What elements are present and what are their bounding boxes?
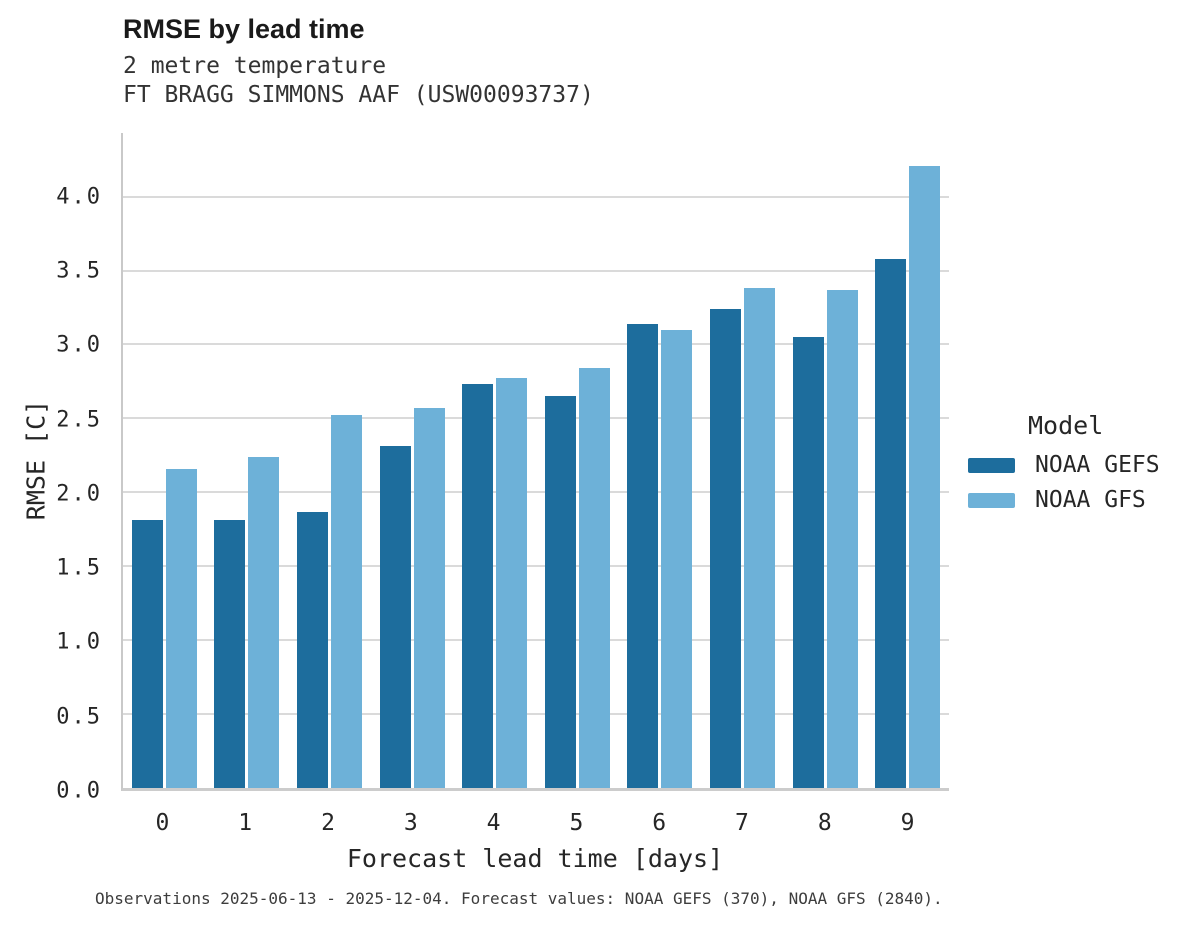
x-tick-label-9: 9 [900,810,915,836]
y-tick-label-1.0: 1.0 [56,629,102,655]
x-tick-label-2: 2 [321,810,335,836]
y-tick-label-3.5: 3.5 [56,258,102,284]
bar-noaa-gefs-day-6 [627,323,659,788]
chart-subtitle: 2 metre temperature FT BRAGG SIMMONS AAF … [123,52,594,110]
bar-group-day-1 [206,133,289,788]
y-tick-label-4.0: 4.0 [56,184,102,210]
bar-noaa-gfs-day-2 [330,415,362,788]
gridlines [123,133,949,788]
subtitle-line-2: FT BRAGG SIMMONS AAF (USW00093737) [123,82,594,108]
bar-noaa-gfs-day-9 [909,165,941,788]
legend-item-noaa-gefs: NOAA GEFS [968,452,1160,478]
gridline-2.5 [123,417,949,420]
x-tick-label-1: 1 [238,810,253,836]
bar-group-day-8 [784,133,867,788]
x-tick-label-6: 6 [652,810,667,836]
bar-noaa-gefs-day-7 [709,308,741,788]
gridline-3.0 [123,343,949,346]
legend-label: NOAA GFS [1035,487,1146,513]
bar-noaa-gefs-day-4 [462,384,494,788]
bar-noaa-gfs-day-8 [826,289,858,788]
bar-noaa-gefs-day-8 [792,337,824,788]
y-tick-label-2.0: 2.0 [56,481,102,507]
gridline-1.0 [123,639,949,642]
gridline-2.0 [123,491,949,494]
chart-title: RMSE by lead time [123,14,365,44]
bar-noaa-gfs-day-7 [743,288,775,788]
x-tick-label-8: 8 [817,810,832,836]
bar-group-day-2 [288,133,371,788]
y-tick-labels: 0.0 0.5 1.0 1.5 2.0 2.5 3.0 3.5 4.0 [0,133,102,803]
bar-noaa-gfs-day-4 [496,378,528,788]
legend-swatch [968,457,1015,473]
caption-text: Observations 2025-06-13 - 2025-12-04. Fo… [95,889,943,908]
x-tick-label-5: 5 [569,810,584,836]
bar-noaa-gfs-day-1 [248,456,280,788]
x-tick-labels: 0 1 2 3 4 5 6 7 8 9 [121,810,949,836]
bar-group-day-9 [866,133,949,788]
bar-noaa-gfs-day-6 [661,329,693,788]
legend-item-noaa-gfs: NOAA GFS [968,487,1160,513]
subtitle-line-1: 2 metre temperature [123,53,387,79]
y-tick-label-1.5: 1.5 [56,555,102,581]
bar-noaa-gefs-day-2 [296,511,328,788]
bar-noaa-gfs-day-3 [413,408,445,788]
plot-area [121,133,949,791]
y-tick-label-0.5: 0.5 [56,704,102,730]
bar-group-day-4 [453,133,536,788]
gridline-0.5 [123,713,949,716]
bar-noaa-gefs-day-9 [875,258,907,788]
x-tick-label-3: 3 [403,810,418,836]
bar-noaa-gefs-day-5 [544,396,576,788]
gridline-4.0 [123,195,949,198]
bar-groups [123,133,949,788]
legend-title: Model [1028,411,1104,440]
x-tick-label-7: 7 [735,810,749,836]
bar-noaa-gfs-day-0 [165,468,197,788]
y-tick-label-0.0: 0.0 [56,778,102,804]
legend: Model NOAA GEFS NOAA GFS [968,411,1160,523]
bar-group-day-6 [619,133,702,788]
legend-swatch [968,492,1015,508]
x-tick-label-4: 4 [486,810,501,836]
bar-noaa-gefs-day-1 [214,520,246,788]
legend-label: NOAA GEFS [1035,452,1160,478]
bar-group-day-5 [536,133,619,788]
x-axis-title: Forecast lead time [days] [346,844,724,873]
x-tick-label-0: 0 [155,810,170,836]
y-tick-label-3.0: 3.0 [56,332,102,358]
bar-noaa-gefs-day-3 [379,446,411,788]
gridline-1.5 [123,565,949,568]
bar-noaa-gefs-day-0 [131,520,163,788]
y-tick-label-2.5: 2.5 [56,407,102,433]
gridline-3.5 [123,269,949,272]
bar-group-day-7 [701,133,784,788]
bar-group-day-3 [371,133,454,788]
bar-group-day-0 [123,133,206,788]
bar-noaa-gfs-day-5 [578,368,610,788]
